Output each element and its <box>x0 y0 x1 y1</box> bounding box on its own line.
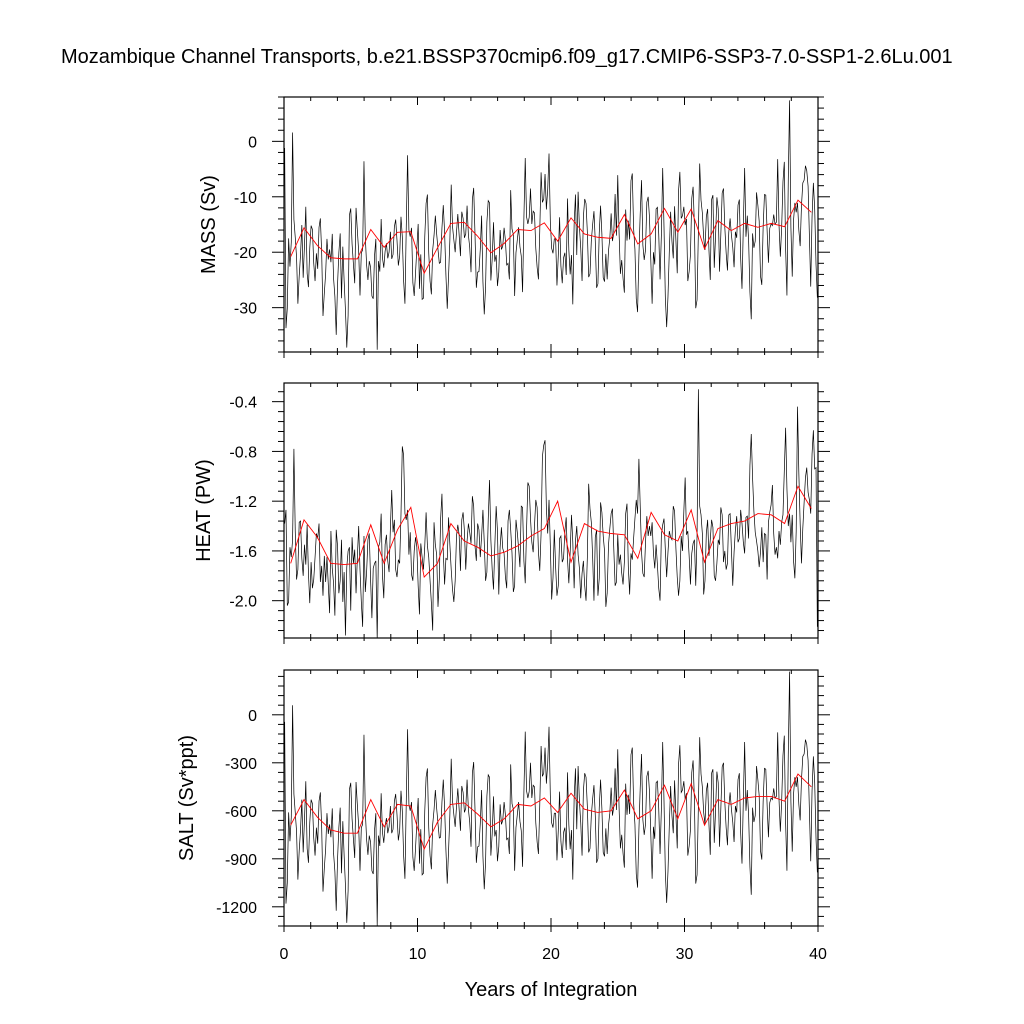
y-axis-label: HEAT (PW) <box>193 459 215 562</box>
panel-salt: 0 -300 -600 -900 -1200 0 10 20 30 40 SALT (Sv*ppt… <box>176 669 830 963</box>
monthly-series-line <box>284 100 818 350</box>
y-tick-label: -30 <box>234 301 257 318</box>
y-tick-label: -1.2 <box>229 494 257 511</box>
panel-frame <box>283 96 819 353</box>
y-tick-label: -0.8 <box>229 444 257 461</box>
monthly-series-line <box>284 389 818 638</box>
panel-mass: 0 -10 -20 -30 MASS (Sv) <box>198 96 830 358</box>
x-tick-label: 40 <box>809 946 827 963</box>
panel-frame <box>283 669 819 927</box>
x-tick-label: 20 <box>542 946 560 963</box>
y-axis-label: MASS (Sv) <box>198 175 220 274</box>
x-axis-label: Years of Integration <box>465 979 638 1001</box>
y-tick-label: -2.0 <box>229 594 257 611</box>
y-tick-label: -600 <box>225 804 257 821</box>
y-tick-label: -10 <box>234 190 257 207</box>
y-tick-label: -0.4 <box>229 395 257 412</box>
monthly-series-line <box>284 671 818 926</box>
y-tick-label: -1.6 <box>229 544 257 561</box>
y-axis-label: SALT (Sv*ppt) <box>176 735 198 861</box>
y-tick-label: -900 <box>225 852 257 869</box>
x-tick-label: 10 <box>409 946 427 963</box>
annual-mean-line <box>290 485 812 578</box>
x-tick-label: 30 <box>676 946 694 963</box>
y-tick-label: -1200 <box>216 900 257 917</box>
chart-title: Mozambique Channel Transports, b.e21.BSS… <box>61 46 953 68</box>
panel-heat: -0.4 -0.8 -1.2 -1.6 -2.0 HEAT (PW) <box>193 382 830 644</box>
y-tick-label: -300 <box>225 756 257 773</box>
y-tick-label: 0 <box>248 134 257 151</box>
y-tick-label: -20 <box>234 245 257 262</box>
annual-mean-line <box>290 199 812 275</box>
panel-frame <box>283 382 819 639</box>
y-tick-label: 0 <box>248 708 257 725</box>
x-tick-label: 0 <box>280 946 289 963</box>
annual-mean-line <box>290 773 812 851</box>
